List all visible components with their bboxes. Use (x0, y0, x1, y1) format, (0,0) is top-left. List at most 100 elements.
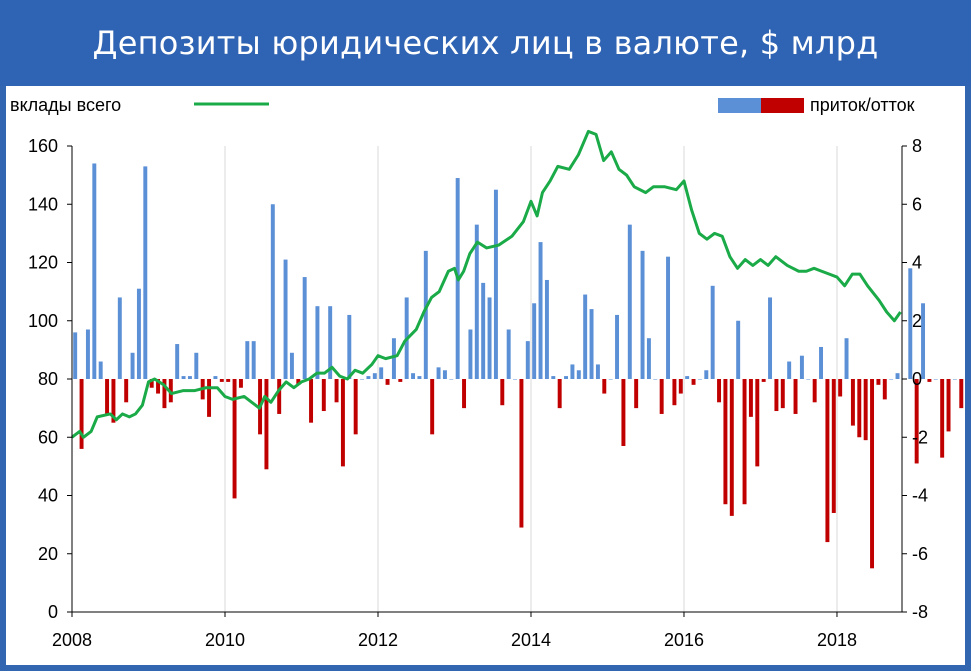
bar-55 (423, 250, 428, 379)
bar-0 (73, 332, 78, 379)
bar-137 (946, 379, 951, 432)
bar-4 (98, 361, 103, 379)
y-right-tick-4: 4 (912, 253, 922, 273)
bar-111 (780, 379, 785, 409)
bar-36 (302, 277, 307, 379)
bar-92 (659, 379, 664, 414)
bar-75 (551, 376, 556, 379)
bar-103 (729, 379, 734, 516)
bar-64 (481, 282, 486, 379)
bar-58 (442, 370, 447, 379)
chart-title: Депозиты юридических лиц в валюте, $ млр… (92, 24, 879, 62)
y-right-tick--2: -2 (912, 427, 928, 447)
bar-16 (175, 344, 180, 379)
bar-42 (340, 379, 345, 467)
bar-79 (576, 370, 581, 379)
bar-89 (640, 250, 645, 379)
bar-35 (296, 379, 301, 385)
bar-98 (697, 379, 702, 380)
bar-83 (602, 379, 607, 394)
bar-77 (564, 376, 569, 379)
bar-85 (615, 314, 620, 379)
bar-56 (430, 379, 435, 435)
bar-26 (238, 379, 243, 388)
bar-50 (391, 338, 396, 379)
bar-2 (85, 329, 90, 379)
bar-11 (143, 166, 148, 379)
bar-38 (315, 306, 320, 379)
y-right-tick-0: 0 (912, 369, 922, 389)
bar-9 (130, 352, 135, 379)
bar-106 (748, 379, 753, 417)
bar-95 (678, 379, 683, 394)
x-tick-2014: 2014 (511, 630, 551, 650)
bar-97 (691, 379, 696, 385)
bar-27 (245, 341, 250, 379)
y-right-tick-8: 8 (912, 136, 922, 156)
bar-101 (717, 379, 722, 403)
x-tick-2016: 2016 (664, 630, 704, 650)
bars-layer (73, 163, 964, 569)
bar-13 (156, 379, 161, 394)
legend: вклады всего приток/отток (10, 95, 915, 115)
bar-84 (608, 379, 613, 380)
bar-72 (532, 303, 537, 379)
line-layer (71, 129, 902, 439)
y-right-tick-6: 6 (912, 194, 922, 214)
bar-81 (589, 309, 594, 379)
bar-71 (525, 341, 530, 379)
bar-17 (181, 376, 186, 379)
y-left-tick-20: 20 (38, 544, 58, 564)
bar-94 (672, 379, 677, 406)
bar-47 (372, 373, 377, 379)
bar-99 (704, 370, 709, 379)
bar-10 (136, 288, 141, 379)
bar-37 (309, 379, 314, 423)
y-right-tick--6: -6 (912, 544, 928, 564)
chart-panel: 0 20 40 60 80 100 120 140 160 -8 -6 -4 -2 0 2 4 6 8 2008 20… (6, 86, 965, 665)
legend-bar-pos-swatch (718, 98, 761, 113)
bar-25 (232, 379, 237, 499)
bar-128 (889, 379, 894, 380)
bar-62 (468, 329, 473, 379)
bar-119 (831, 379, 836, 513)
bar-113 (793, 379, 798, 414)
bar-65 (487, 297, 492, 379)
bar-110 (774, 379, 779, 412)
bar-48 (379, 367, 384, 379)
legend-line-label: вклады всего (10, 95, 121, 115)
bar-87 (627, 224, 632, 379)
bar-78 (570, 364, 575, 379)
bar-12 (149, 379, 154, 388)
bar-121 (844, 338, 849, 379)
bar-63 (474, 224, 479, 379)
bar-69 (513, 379, 518, 380)
bar-88 (634, 379, 639, 409)
y-right-tick--4: -4 (912, 486, 928, 506)
bar-1 (79, 379, 84, 449)
bar-124 (863, 379, 868, 441)
bar-131 (908, 268, 913, 379)
bar-116 (812, 379, 817, 403)
bar-91 (653, 379, 658, 380)
bar-74 (544, 279, 549, 379)
bar-18 (187, 376, 192, 379)
bar-28 (251, 341, 256, 379)
bar-34 (289, 352, 294, 379)
grid-layer (71, 146, 838, 612)
bar-115 (806, 379, 811, 380)
bar-57 (436, 367, 441, 379)
y-right-tick--8: -8 (912, 602, 928, 622)
bar-21 (207, 379, 212, 417)
bar-104 (736, 320, 741, 379)
bar-45 (360, 379, 365, 380)
bar-23 (219, 379, 224, 382)
bar-39 (321, 379, 326, 412)
x-tick-2018: 2018 (817, 630, 857, 650)
bar-41 (334, 379, 339, 403)
legend-bar-neg-swatch (761, 98, 804, 113)
bar-138 (952, 379, 957, 380)
bar-32 (277, 379, 282, 414)
bar-108 (761, 379, 766, 382)
bar-120 (838, 379, 843, 397)
